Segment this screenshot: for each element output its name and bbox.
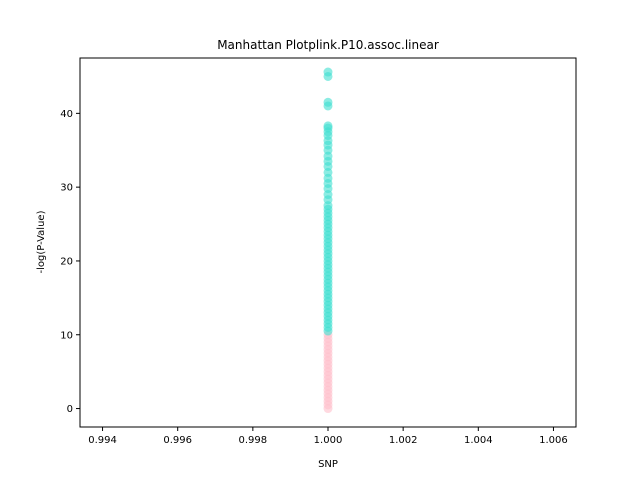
x-tick-label: 0.998 <box>239 435 268 446</box>
x-tick-label: 0.994 <box>88 435 117 446</box>
y-axis-ticks: 0 10 20 30 40 <box>60 109 80 415</box>
x-tick-label: 1.000 <box>314 435 343 446</box>
x-axis-ticks: 0.994 0.996 0.998 1.000 1.002 1.004 1.006 <box>88 427 568 446</box>
y-tick-label: 30 <box>60 183 73 194</box>
x-tick-label: 1.004 <box>464 435 493 446</box>
y-tick-label: 10 <box>60 330 73 341</box>
x-tick-label: 1.006 <box>539 435 568 446</box>
data-points <box>323 67 333 414</box>
chart-title: Manhattan Plotplink.P10.assoc.linear <box>217 38 439 52</box>
x-axis-title: SNP <box>318 459 338 470</box>
data-point <box>323 67 333 77</box>
x-tick-label: 0.996 <box>163 435 192 446</box>
data-point <box>323 97 333 107</box>
data-point <box>323 121 333 131</box>
y-axis-title: -log(P-Value) <box>36 210 47 273</box>
y-tick-label: 40 <box>60 109 73 120</box>
y-tick-label: 20 <box>60 256 73 267</box>
y-tick-label: 0 <box>67 404 73 415</box>
x-tick-label: 1.002 <box>389 435 418 446</box>
